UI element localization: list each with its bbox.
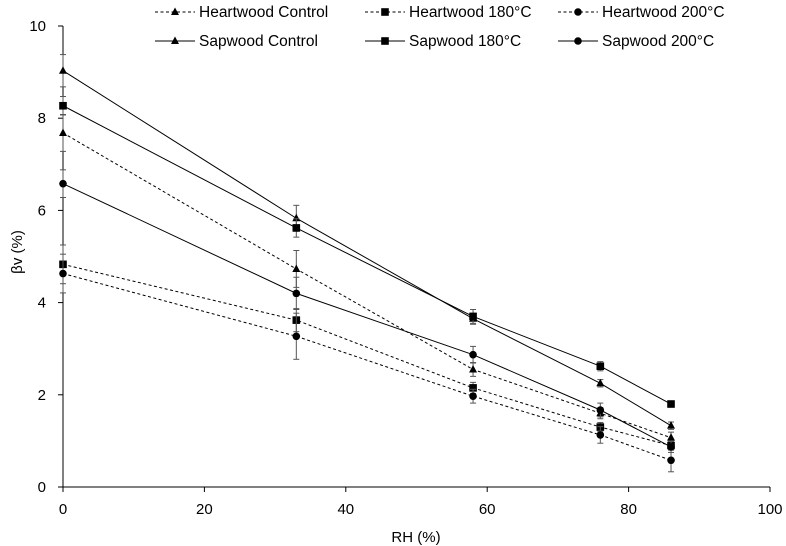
- legend-label: Heartwood 200°C: [602, 4, 725, 21]
- legend-circle-marker: [574, 37, 582, 45]
- square-point: [59, 101, 67, 110]
- legend-label: Sapwood Control: [199, 33, 318, 50]
- legend-entry-2: Heartwood 180°C: [365, 4, 532, 21]
- square-point: [469, 312, 477, 321]
- legend-label: Heartwood 180°C: [409, 4, 532, 21]
- y-tick-label: 2: [38, 387, 46, 404]
- series-3: [59, 253, 675, 473]
- circle-point: [667, 456, 675, 465]
- legend-label: Sapwood 180°C: [409, 33, 521, 50]
- triangle-point: [292, 213, 301, 222]
- triangle-point: [596, 378, 605, 387]
- series-4: [59, 54, 676, 430]
- legend-entry-6: Sapwood 200°C: [558, 33, 714, 50]
- circle-point: [292, 289, 301, 298]
- triangle-point: [469, 364, 478, 373]
- triangle-point: [59, 66, 67, 74]
- circle-point: [596, 431, 605, 439]
- series-group: [59, 54, 676, 473]
- triangle-point: [292, 264, 301, 272]
- square-point: [596, 362, 605, 371]
- legend-entry-3: Heartwood 200°C: [558, 4, 725, 21]
- legend-entry-1: Heartwood Control: [155, 4, 328, 21]
- x-tick-label: 60: [479, 501, 496, 518]
- series-1: [59, 114, 676, 444]
- series-line: [62, 263, 672, 446]
- legend-triangle-marker: [171, 36, 179, 44]
- series-line: [62, 105, 672, 405]
- series-6: [59, 169, 675, 453]
- circle-point: [59, 179, 67, 188]
- square-point: [667, 400, 675, 408]
- y-tick-label: 10: [29, 18, 46, 35]
- triangle-point: [59, 128, 67, 136]
- series-5: [59, 96, 675, 408]
- circle-point: [469, 392, 477, 400]
- y-tick-label: 6: [38, 202, 46, 219]
- triangle-point: [667, 421, 676, 429]
- y-tick-label: 4: [38, 295, 46, 312]
- legend-square-marker: [381, 8, 389, 16]
- series-line: [62, 70, 672, 427]
- legend-triangle-marker: [171, 7, 179, 15]
- circle-point: [469, 350, 477, 359]
- legend-entry-5: Sapwood 180°C: [365, 33, 521, 50]
- circle-point: [596, 406, 605, 414]
- x-tick-label: 0: [59, 501, 67, 518]
- triangle-point: [667, 433, 676, 441]
- series-2: [59, 244, 675, 451]
- y-tick-label: 0: [38, 479, 46, 496]
- series-line: [62, 273, 672, 461]
- series-line: [62, 183, 672, 448]
- circle-point: [292, 332, 301, 341]
- legend-square-marker: [381, 37, 389, 45]
- y-tick-label: 8: [38, 110, 46, 127]
- x-axis-label: RH (%): [391, 529, 440, 546]
- x-tick-label: 80: [620, 501, 637, 518]
- x-tick-label: 100: [757, 501, 782, 518]
- legend-label: Heartwood Control: [199, 4, 328, 21]
- circle-point: [59, 269, 67, 278]
- x-tick-label: 40: [337, 501, 354, 518]
- y-axis-label: βv (%): [9, 230, 26, 274]
- legend: Heartwood Control Heartwood 180°C Heartwoo…: [155, 4, 725, 50]
- legend-label: Sapwood 200°C: [602, 33, 714, 50]
- circle-point: [667, 443, 675, 451]
- square-point: [292, 224, 301, 232]
- square-point: [469, 384, 477, 392]
- legend-entry-4: Sapwood Control: [155, 33, 318, 50]
- series-line: [62, 132, 672, 439]
- legend-circle-marker: [574, 8, 582, 16]
- x-tick-label: 20: [196, 501, 213, 518]
- axes: [58, 25, 771, 492]
- tick-labels: 0 20 40 60 80 100 0 2 4 6 8 10: [29, 18, 782, 518]
